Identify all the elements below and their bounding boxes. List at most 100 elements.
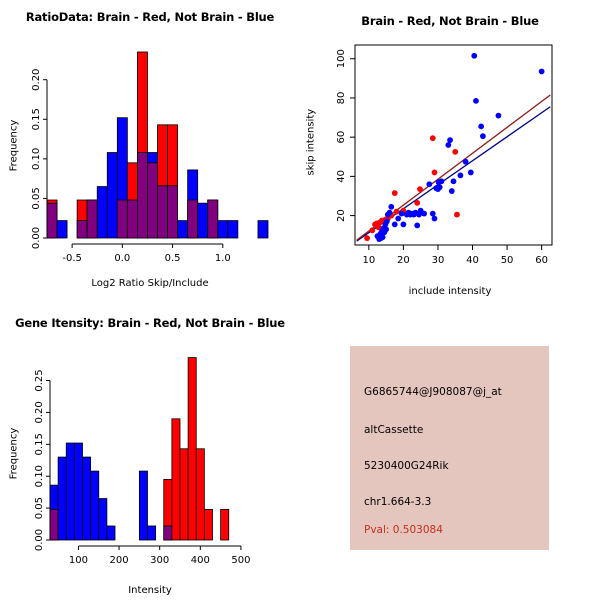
gene-histogram-title: Gene Itensity: Brain - Red, Not Brain - … — [15, 316, 285, 330]
y-tick-label: 0.20 — [34, 401, 45, 423]
scatter-point — [447, 137, 453, 143]
scatter-point — [478, 123, 485, 130]
scatter-point — [395, 215, 402, 222]
scatter-point — [383, 226, 390, 233]
info-pvalue: Pval: 0.503084 — [364, 524, 443, 536]
histogram-bar — [65, 442, 75, 541]
scatter-point — [391, 190, 398, 196]
scatter-point — [473, 97, 479, 104]
y-tick-label: 80 — [336, 92, 347, 105]
histogram-bar — [138, 470, 148, 541]
histogram-bar — [106, 525, 116, 541]
histogram-bar — [82, 456, 92, 541]
scatter-point — [436, 184, 443, 191]
scatter-point — [538, 68, 545, 75]
scatter-point — [429, 210, 436, 217]
info-locus: chr1.664-3.3 — [364, 496, 432, 508]
x-tick-label: 100 — [69, 555, 88, 566]
gene-info-box: G6865744@J908087@j_at altCassette 523040… — [350, 346, 549, 550]
x-tick-label: 50 — [501, 255, 514, 266]
histogram-bar — [257, 220, 269, 239]
histogram-bar-overlap — [46, 202, 58, 239]
scatter-point — [379, 234, 386, 241]
x-tick-label: 10 — [362, 255, 375, 266]
histogram-bar-overlap — [163, 525, 173, 541]
histogram-bar — [96, 186, 108, 239]
histogram-bar — [220, 508, 230, 541]
scatter-point — [414, 199, 421, 206]
x-tick-label: 60 — [535, 255, 548, 266]
scatter-point — [471, 52, 478, 59]
scatter-point — [457, 172, 464, 179]
histogram-bar-overlap — [126, 199, 138, 239]
y-tick-label: 0.15 — [31, 108, 42, 130]
scatter-point — [448, 188, 455, 194]
histogram-bar — [98, 498, 108, 541]
x-tick-label: 0.0 — [114, 253, 130, 264]
scatter-point — [369, 227, 376, 234]
histogram-bar-overlap — [147, 162, 158, 239]
histogram-bar — [73, 442, 83, 541]
x-tick-label: 200 — [110, 555, 129, 566]
gene-histogram-plot: 0.00 0.05 0.10 0.15 0.20 0.25 100 200 300 400 500 — [34, 357, 250, 566]
histogram-bar — [171, 418, 181, 541]
scatter-point — [429, 135, 436, 142]
x-tick-label: 30 — [432, 255, 445, 266]
gene-histogram-xlabel: Intensity — [128, 585, 172, 596]
histogram-bar-overlap — [86, 199, 98, 239]
scatter-point — [431, 169, 438, 176]
scatter-canvas: 20 40 60 80 100 10 20 30 40 50 60 — [336, 44, 553, 266]
scatter-point — [462, 158, 469, 165]
y-tick-label: 0.25 — [34, 369, 45, 391]
scatter-point — [386, 209, 393, 216]
scatter-point — [467, 169, 474, 176]
histogram-bar-overlap — [137, 152, 148, 239]
info-gene-symbol: 5230400G24Rik — [364, 460, 449, 472]
scatter-point — [421, 210, 428, 217]
histogram-bar — [57, 456, 67, 541]
histogram-bar-overlap — [157, 185, 168, 239]
y-tick-label: 100 — [336, 49, 347, 68]
histogram-bar-overlap — [167, 185, 178, 239]
scatter-xlabel: include intensity — [408, 286, 492, 297]
y-tick-label: 0.20 — [31, 69, 42, 91]
histogram-bar-overlap — [116, 199, 128, 239]
histogram-bar — [106, 152, 118, 239]
plot-frame — [354, 44, 553, 246]
scatter-point — [431, 215, 438, 222]
panel-ratio-histogram: RatioData: Brain - Red, Not Brain - Blue… — [0, 0, 300, 300]
histogram-bar — [147, 525, 157, 541]
y-tick-label: 0.00 — [31, 227, 42, 249]
x-tick-label: 0.5 — [165, 253, 181, 264]
histogram-bar-overlap — [49, 508, 59, 541]
histogram-bar-overlap — [187, 199, 199, 239]
scatter-point — [417, 186, 423, 193]
histogram-bar — [56, 220, 68, 239]
histogram-bar — [217, 220, 229, 239]
scatter-point — [391, 221, 398, 228]
histogram-bar — [179, 448, 189, 541]
scatter-point — [398, 210, 405, 217]
scatter-point — [426, 181, 433, 188]
y-tick-label: 0.00 — [34, 529, 45, 551]
histogram-bar-overlap — [207, 199, 219, 239]
scatter-plot: 20 40 60 80 100 10 20 30 40 50 60 — [336, 44, 553, 266]
ratio-histogram-canvas: 0.00 0.05 0.10 0.15 0.20 -0.5 0.0 0.5 1.0 — [31, 51, 269, 264]
x-tick-label: 1.0 — [215, 253, 231, 264]
y-tick-label: 0.10 — [34, 465, 45, 487]
histogram-bar — [90, 470, 100, 541]
panel-gene-histogram: Gene Itensity: Brain - Red, Not Brain - … — [0, 300, 300, 600]
y-tick-label: 0.05 — [31, 187, 42, 209]
scatter-point — [454, 211, 460, 218]
scatter-point — [450, 178, 457, 185]
ratio-histogram-title: RatioData: Brain - Red, Not Brain - Blue — [25, 10, 275, 24]
scatter-point — [438, 178, 445, 185]
scatter-point — [400, 221, 407, 228]
panel-scatter: Brain - Red, Not Brain - Blue skip inten… — [300, 0, 600, 300]
y-tick-label: 60 — [336, 131, 347, 144]
y-tick-label: 0.10 — [31, 148, 42, 170]
y-tick-label: 40 — [336, 170, 347, 183]
x-tick-label: 500 — [231, 555, 250, 566]
scatter-point — [479, 133, 486, 140]
